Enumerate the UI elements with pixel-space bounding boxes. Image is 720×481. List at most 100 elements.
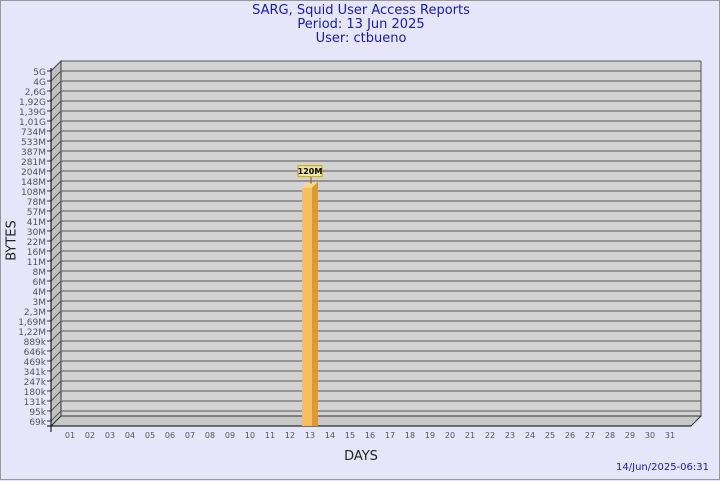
data-label: 120M bbox=[298, 167, 323, 176]
x-tick-label: 06 bbox=[165, 431, 175, 440]
y-tick-label: 95k bbox=[29, 408, 46, 418]
grid-depth bbox=[50, 140, 62, 152]
grid-depth bbox=[50, 330, 62, 342]
x-tick-label: 15 bbox=[345, 431, 355, 440]
y-tick-label: 469k bbox=[24, 358, 47, 368]
x-tick-label: 26 bbox=[565, 431, 575, 440]
grid-depth bbox=[50, 350, 62, 362]
y-tick-label: 1,22M bbox=[18, 328, 46, 338]
y-tick-label: 3M bbox=[33, 298, 47, 308]
x-tick-label: 10 bbox=[245, 431, 255, 440]
y-tick-label: 69k bbox=[29, 418, 46, 428]
grid-depth bbox=[50, 190, 62, 202]
grid-depth bbox=[50, 280, 62, 292]
grid-depth bbox=[50, 320, 62, 332]
x-tick-label: 02 bbox=[85, 431, 95, 440]
grid-depth bbox=[50, 270, 62, 282]
x-tick-label: 04 bbox=[125, 431, 135, 440]
grid-depth bbox=[50, 390, 62, 402]
x-tick-label: 31 bbox=[665, 431, 675, 440]
grid-depth bbox=[50, 180, 62, 192]
y-tick-label: 4G bbox=[33, 78, 46, 88]
y-tick-label: 734M bbox=[21, 128, 46, 138]
x-tick-label: 17 bbox=[385, 431, 395, 440]
x-tick-label: 12 bbox=[285, 431, 295, 440]
grid-depth bbox=[50, 260, 62, 272]
y-tick-label: 1,69M bbox=[18, 318, 46, 328]
x-tick-label: 23 bbox=[505, 431, 515, 440]
y-tick-label: 387M bbox=[21, 148, 46, 158]
y-tick-label: 6M bbox=[33, 278, 47, 288]
grid-depth bbox=[50, 380, 62, 392]
x-tick-label: 30 bbox=[645, 431, 655, 440]
x-tick-label: 03 bbox=[105, 431, 115, 440]
x-tick-label: 07 bbox=[185, 431, 195, 440]
y-tick-label: 533M bbox=[21, 138, 46, 148]
grid-depth bbox=[50, 110, 62, 122]
grid-depth bbox=[50, 120, 62, 132]
y-tick-label: 22M bbox=[27, 238, 46, 248]
x-tick-label: 28 bbox=[605, 431, 615, 440]
grid-depth bbox=[50, 310, 62, 322]
y-tick-label: 1,92G bbox=[19, 98, 46, 108]
y-tick-label: 30M bbox=[27, 228, 46, 238]
y-tick-label: 341k bbox=[24, 368, 47, 378]
x-tick-label: 19 bbox=[425, 431, 435, 440]
data-label-box bbox=[297, 165, 323, 178]
x-tick-label: 08 bbox=[205, 431, 215, 440]
grid-depth bbox=[50, 90, 62, 102]
y-tick-label: 1,39G bbox=[19, 108, 46, 118]
x-tick-label: 14 bbox=[325, 431, 335, 440]
y-tick-label: 2,6G bbox=[25, 88, 46, 98]
chart-user: User: ctbueno bbox=[315, 31, 407, 46]
y-tick-label: 131k bbox=[24, 398, 47, 408]
grid-depth bbox=[50, 220, 62, 232]
grid-depth bbox=[50, 70, 62, 82]
x-tick-label: 05 bbox=[145, 431, 155, 440]
plot-background bbox=[51, 61, 701, 426]
grid-depth bbox=[50, 370, 62, 382]
y-tick-label: 11M bbox=[27, 258, 46, 268]
y-tick-label: 41M bbox=[27, 218, 46, 228]
grid-depth bbox=[50, 80, 62, 92]
x-tick-label: 16 bbox=[365, 431, 375, 440]
y-tick-label: 78M bbox=[27, 198, 46, 208]
x-tick-label: 11 bbox=[265, 431, 275, 440]
grid-depth bbox=[50, 170, 62, 182]
x-tick-label: 18 bbox=[405, 431, 415, 440]
grid-depth bbox=[50, 340, 62, 352]
chart-period: Period: 13 Jun 2025 bbox=[297, 17, 425, 32]
y-tick-label: 4M bbox=[33, 288, 47, 298]
y-tick-label: 247k bbox=[24, 378, 47, 388]
grid-depth bbox=[50, 200, 62, 212]
grid-depth bbox=[50, 100, 62, 112]
grid-depth bbox=[50, 240, 62, 252]
y-tick-label: 148M bbox=[21, 178, 46, 188]
y-tick-label: 2,3M bbox=[24, 308, 46, 318]
x-tick-label: 22 bbox=[485, 431, 495, 440]
x-tick-label: 24 bbox=[525, 431, 535, 440]
grid-depth bbox=[50, 210, 62, 222]
grid-depth bbox=[50, 250, 62, 262]
x-tick-label: 29 bbox=[625, 431, 635, 440]
y-tick-label: 8M bbox=[33, 268, 47, 278]
grid-depth bbox=[50, 130, 62, 142]
chart-title: SARG, Squid User Access Reports bbox=[252, 3, 470, 18]
x-tick-label: 01 bbox=[65, 431, 75, 440]
grid-depth bbox=[50, 400, 62, 412]
y-tick-label: 16M bbox=[27, 248, 46, 258]
grid-depth bbox=[50, 230, 62, 242]
grid-depth bbox=[50, 360, 62, 372]
y-tick-label: 180k bbox=[24, 388, 47, 398]
y-tick-label: 204M bbox=[21, 168, 46, 178]
bar-top bbox=[302, 181, 318, 188]
bar-side bbox=[312, 181, 318, 426]
x-tick-label: 25 bbox=[545, 431, 555, 440]
grid-depth bbox=[50, 60, 62, 72]
x-tick-label: 27 bbox=[585, 431, 595, 440]
timestamp: 14/Jun/2025-06:31 bbox=[616, 462, 709, 473]
grid-depth bbox=[50, 410, 62, 422]
y-tick-label: 281M bbox=[21, 158, 46, 168]
